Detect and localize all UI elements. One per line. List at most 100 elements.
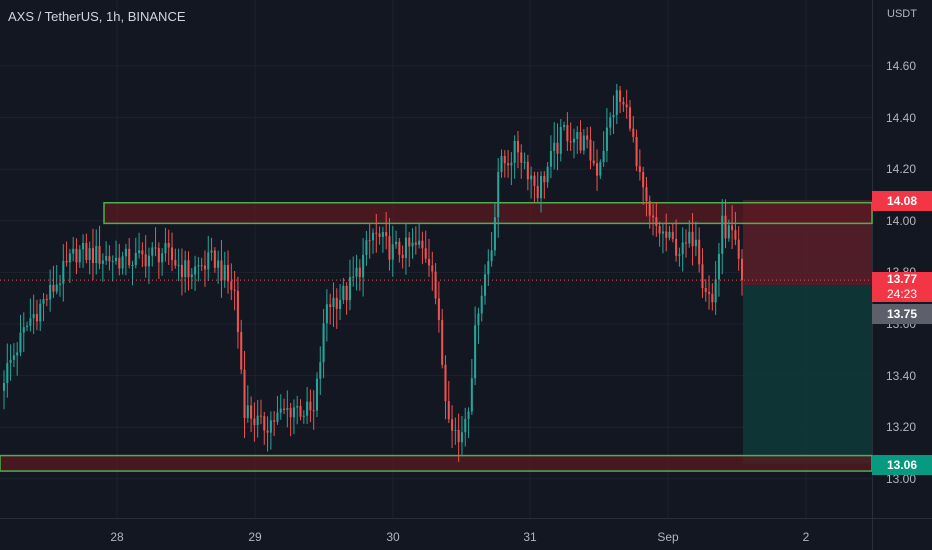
candle xyxy=(266,416,269,452)
candle-body xyxy=(105,256,108,261)
candle-body xyxy=(174,259,177,266)
candle-body xyxy=(161,253,164,263)
candle-body xyxy=(240,332,243,370)
candle-body xyxy=(108,256,111,262)
candle xyxy=(523,152,526,170)
candle-body xyxy=(431,265,434,272)
candle-body xyxy=(78,249,81,263)
y-tick-label: 14.00 xyxy=(886,213,917,228)
candle-body xyxy=(141,250,144,255)
candle xyxy=(134,237,137,269)
candle-body xyxy=(223,264,226,281)
candle xyxy=(296,395,299,425)
candle xyxy=(259,399,263,425)
candle-body xyxy=(227,264,230,282)
candle xyxy=(731,205,734,250)
candle-body xyxy=(500,155,503,172)
candle xyxy=(335,288,338,329)
candle-body xyxy=(698,239,701,265)
candle xyxy=(358,259,361,291)
candle xyxy=(655,201,658,237)
candle-body xyxy=(39,303,42,322)
candle-body xyxy=(418,240,421,245)
candle xyxy=(319,346,322,395)
candle-body xyxy=(111,261,114,263)
candle-body xyxy=(253,418,256,426)
candle-body xyxy=(348,277,351,301)
candle-body xyxy=(131,265,134,267)
candle xyxy=(635,129,638,172)
candle-body xyxy=(154,247,157,249)
candle xyxy=(704,279,707,302)
candle-body xyxy=(365,240,368,255)
candle-body xyxy=(75,248,78,263)
candle xyxy=(378,226,381,245)
candle xyxy=(701,248,704,298)
candle xyxy=(253,402,256,442)
candle-body xyxy=(731,225,734,231)
candle-body xyxy=(388,236,391,260)
bar-countdown: 24:23 xyxy=(886,287,918,301)
candle-body xyxy=(493,217,496,251)
candle xyxy=(543,171,546,199)
candle xyxy=(233,271,236,311)
candle-body xyxy=(681,242,684,255)
candle-body xyxy=(213,250,216,268)
candle-body xyxy=(401,254,404,258)
candle-body xyxy=(447,401,450,420)
candle-body xyxy=(721,215,724,254)
candle-body xyxy=(207,252,210,270)
candle xyxy=(85,233,88,264)
candle-body xyxy=(421,240,424,249)
candle xyxy=(645,176,648,217)
candle-body xyxy=(194,266,197,275)
candle xyxy=(368,223,371,259)
candle xyxy=(348,259,351,311)
candle xyxy=(493,203,496,256)
candle-body xyxy=(62,261,65,284)
candle xyxy=(339,284,342,321)
candle-body xyxy=(599,162,602,176)
candle-body xyxy=(144,254,147,267)
candle-body xyxy=(236,290,239,333)
candle xyxy=(457,413,460,462)
candle-body xyxy=(404,237,407,258)
candle-body xyxy=(9,359,12,363)
candle-body xyxy=(200,265,203,267)
candle xyxy=(569,122,572,151)
candle-body xyxy=(6,362,9,383)
candle-body xyxy=(497,171,500,218)
candle-body xyxy=(635,136,638,167)
candle-body xyxy=(45,299,48,301)
candle xyxy=(6,343,9,398)
candle xyxy=(520,144,523,179)
candle-body xyxy=(566,125,569,142)
candle xyxy=(549,135,552,179)
candle-body xyxy=(187,260,190,278)
candle xyxy=(500,149,503,178)
candle-body xyxy=(655,217,658,227)
candle xyxy=(315,372,319,417)
candle-body xyxy=(121,256,124,269)
candle xyxy=(665,213,668,252)
candle-body xyxy=(335,297,338,309)
candle-body xyxy=(546,166,549,183)
candle-body xyxy=(250,405,253,419)
candle xyxy=(124,243,127,276)
candle-body xyxy=(740,258,744,281)
symbol-title[interactable]: AXS / TetherUS, 1h, BINANCE xyxy=(8,9,186,24)
candle xyxy=(642,166,645,205)
x-tick-label: 30 xyxy=(386,530,400,544)
candle xyxy=(632,115,635,143)
candle-body xyxy=(467,411,470,419)
candle xyxy=(312,390,315,430)
candle xyxy=(154,227,157,257)
candle-body xyxy=(427,258,431,266)
candle xyxy=(563,121,566,131)
candle xyxy=(2,370,6,410)
candle xyxy=(289,403,292,437)
candle xyxy=(490,231,493,267)
candle-body xyxy=(556,142,559,154)
candle-body xyxy=(157,248,160,263)
